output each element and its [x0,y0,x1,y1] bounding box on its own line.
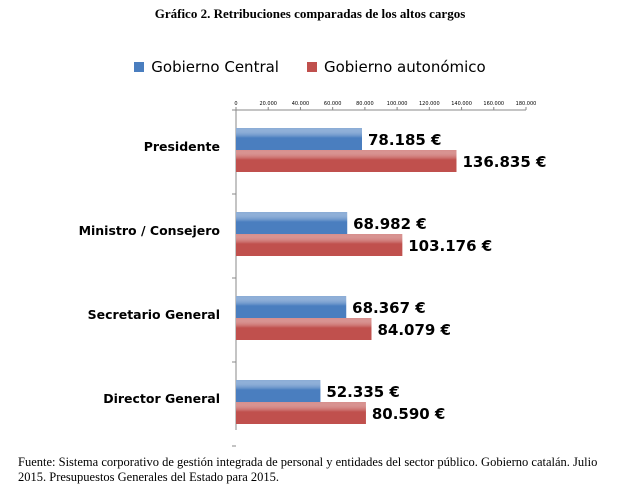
category-label: Ministro / Consejero [79,223,221,238]
category-label: Secretario General [88,307,220,322]
bar-highlight [236,234,403,256]
x-tick-label: 180.000 [516,101,537,107]
bar-highlight [236,212,348,234]
bar-highlight [236,296,347,318]
category-label: Presidente [144,139,220,154]
data-label: 84.079 € [377,321,451,339]
x-tick-label: 100.000 [387,101,408,107]
legend-item-autonomico: Gobierno autonómico [306,58,486,76]
legend-label-autonomico: Gobierno autonómico [323,58,486,76]
bar-highlight [236,380,321,402]
data-label: 103.176 € [408,237,492,255]
legend: Gobierno Central Gobierno autonómico [0,58,620,76]
x-tick-label: 120.000 [419,101,440,107]
bar-highlight [236,402,366,424]
chart-title: Gráfico 2. Retribuciones comparadas de l… [154,6,466,21]
bar-highlight [236,318,372,340]
data-label: 68.367 € [352,299,426,317]
x-tick-label: 40.000 [292,101,310,107]
legend-item-central: Gobierno Central [134,58,279,76]
legend-swatch-autonomico [306,62,317,72]
legend-swatch-central [134,62,145,72]
data-label: 52.335 € [326,383,400,401]
legend-label-central: Gobierno Central [151,58,279,76]
data-label: 80.590 € [372,405,446,423]
bar-highlight [236,128,362,150]
x-tick-label: 80.000 [356,101,374,107]
x-tick-label: 20.000 [259,101,277,107]
x-tick-label: 160.000 [483,101,504,107]
bar-highlight [236,150,457,172]
data-label: 68.982 € [353,215,427,233]
x-tick-label: 60.000 [324,101,342,107]
data-label: 136.835 € [462,153,546,171]
source-note: Fuente: Sistema corporativo de gestión i… [18,455,598,484]
x-tick-label: 0 [234,101,237,107]
bar-chart: 0 20.000 40.000 60.000 80.000 100.000 120.000 1… [79,101,546,447]
category-label: Director General [103,391,220,406]
data-label: 78.185 € [368,131,442,149]
x-tick-label: 140.000 [451,101,472,107]
